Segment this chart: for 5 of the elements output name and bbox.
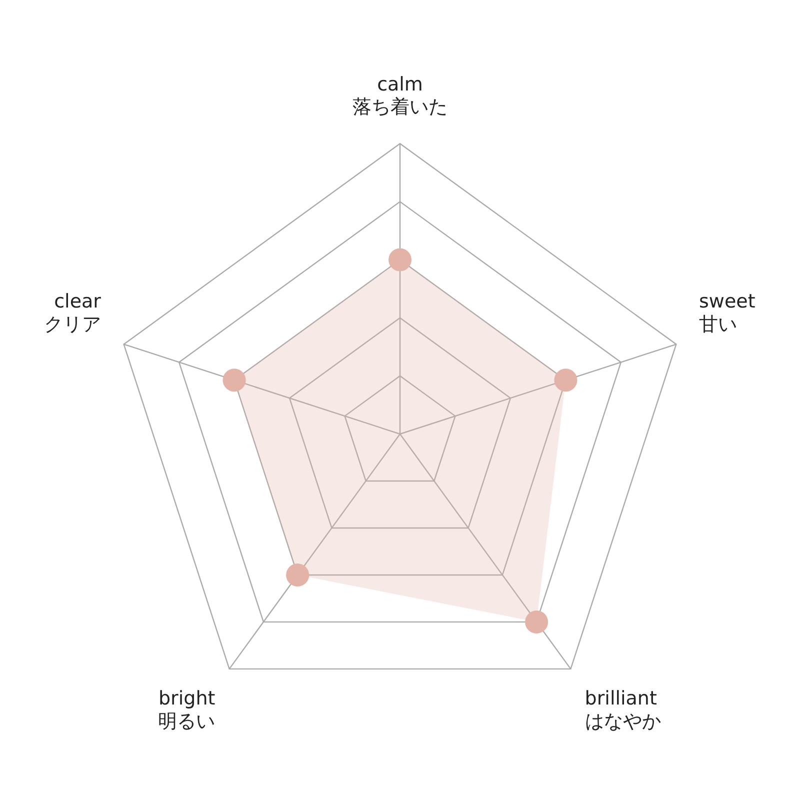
spoke-label: bright 明るい [158, 688, 216, 732]
spoke-label: brilliant はなやか [584, 688, 661, 732]
spoke-label: calm 落ち着いた [352, 73, 448, 118]
spoke-label: sweet 甘い [699, 290, 756, 336]
spoke-label: clear クリア [44, 290, 102, 336]
